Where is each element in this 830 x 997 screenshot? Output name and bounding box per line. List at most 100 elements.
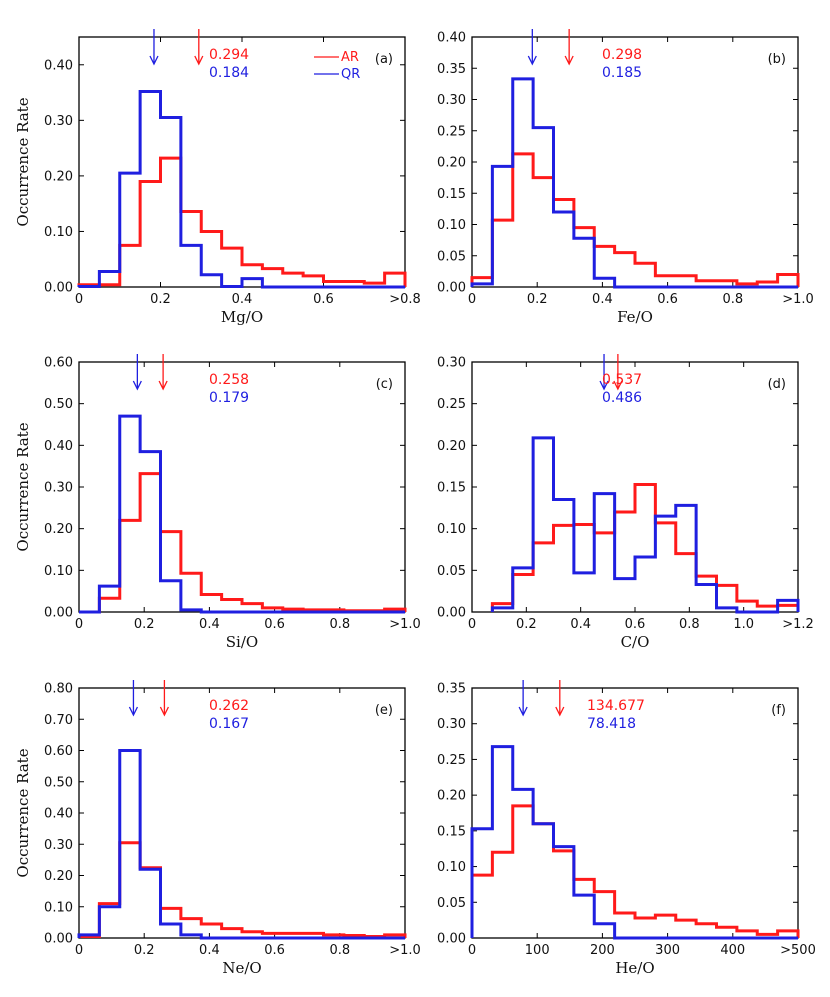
y-tick-label: 0.00 bbox=[437, 606, 466, 621]
mean-label-qr: 0.167 bbox=[209, 716, 249, 732]
x-tick-label: 200 bbox=[590, 943, 615, 958]
mean-label-ar: 0.294 bbox=[209, 47, 249, 63]
histogram-ar bbox=[77, 841, 407, 938]
arrow-head bbox=[555, 706, 565, 717]
mean-label-qr: 0.184 bbox=[209, 65, 249, 81]
y-tick-label: 0.25 bbox=[437, 753, 466, 768]
x-tick-label: 0 bbox=[468, 943, 476, 958]
x-tick-label: >1.0 bbox=[782, 292, 814, 307]
mean-arrow-ar bbox=[613, 354, 623, 391]
y-tick-label: 0.50 bbox=[44, 397, 73, 412]
y-tick-label: 0.00 bbox=[437, 281, 466, 296]
y-tick-label: 0.15 bbox=[437, 824, 466, 839]
histogram-ar bbox=[77, 156, 407, 287]
mean-label-qr: 78.418 bbox=[587, 716, 636, 732]
x-tick-label: 0.6 bbox=[625, 617, 646, 632]
x-tick-label: 0.4 bbox=[570, 617, 591, 632]
x-tick-label: 0.2 bbox=[134, 617, 155, 632]
y-tick-label: 0.30 bbox=[437, 717, 466, 732]
arrow-head bbox=[158, 380, 168, 391]
y-tick-label: 0.20 bbox=[44, 169, 73, 184]
y-tick-label: 0.25 bbox=[437, 397, 466, 412]
mean-arrow-qr bbox=[132, 354, 142, 391]
y-axis-label: Occurrence Rate bbox=[14, 97, 32, 226]
histogram-ar bbox=[470, 804, 800, 938]
y-tick-label: 0.20 bbox=[437, 789, 466, 804]
y-tick-label: 0.20 bbox=[437, 439, 466, 454]
x-tick-label: 0.2 bbox=[516, 617, 537, 632]
x-tick-label: >1.2 bbox=[782, 617, 814, 632]
mean-label-ar: 0.537 bbox=[602, 372, 642, 388]
panel-label: (d) bbox=[768, 377, 786, 392]
arrow-head bbox=[159, 706, 169, 717]
y-tick-label: 0.80 bbox=[44, 682, 73, 697]
arrow-head bbox=[613, 380, 623, 391]
panel-label: (a) bbox=[375, 52, 393, 67]
x-tick-label: 0.6 bbox=[264, 617, 285, 632]
y-tick-label: 0.10 bbox=[437, 860, 466, 875]
y-tick-label: 0.15 bbox=[437, 481, 466, 496]
x-tick-label: 100 bbox=[525, 943, 550, 958]
y-tick-label: 0.20 bbox=[437, 156, 466, 171]
panel-label: (e) bbox=[375, 703, 393, 718]
y-tick-label: 0.05 bbox=[437, 896, 466, 911]
x-tick-label: 0 bbox=[75, 943, 83, 958]
x-tick-label: >0.8 bbox=[389, 292, 421, 307]
arrow-head bbox=[518, 706, 528, 717]
histogram-qr bbox=[470, 77, 798, 289]
y-tick-label: 0.25 bbox=[437, 124, 466, 139]
y-tick-label: 0.35 bbox=[437, 62, 466, 77]
mean-arrow-ar bbox=[158, 354, 168, 391]
panel-e: 0.00 0.10 0.20 0.30 0.40 0.50 0.60 0.70 0.80 0 0.2… bbox=[14, 680, 421, 977]
y-axis-label: Occurrence Rate bbox=[14, 422, 32, 551]
x-axis-label: C/O bbox=[621, 633, 650, 651]
x-tick-label: >500 bbox=[780, 943, 816, 958]
histogram-qr bbox=[490, 436, 800, 614]
mean-arrow-qr bbox=[599, 354, 609, 391]
histogram-qr bbox=[79, 414, 405, 614]
legend-label-ar: AR bbox=[341, 50, 359, 65]
x-tick-label: 400 bbox=[720, 943, 745, 958]
mean-label-ar: 0.262 bbox=[209, 698, 249, 714]
panel-f: 0.00 0.05 0.10 0.15 0.20 0.25 0.30 0.35 0 100 200 3… bbox=[437, 680, 816, 977]
x-tick-label: 0.4 bbox=[199, 943, 220, 958]
x-axis-label: Ne/O bbox=[222, 959, 261, 977]
x-tick-label: 0.2 bbox=[527, 292, 548, 307]
x-tick-label: 0.4 bbox=[199, 617, 220, 632]
mean-arrow-qr bbox=[527, 29, 537, 66]
x-axis-label: Mg/O bbox=[221, 308, 263, 326]
y-tick-label: 0.10 bbox=[437, 218, 466, 233]
y-tick-label: 0.05 bbox=[437, 249, 466, 264]
y-tick-label: 0.30 bbox=[437, 356, 466, 371]
y-tick-label: 0.40 bbox=[44, 807, 73, 822]
y-tick-label: 0.40 bbox=[437, 31, 466, 46]
x-tick-label: 0.2 bbox=[150, 292, 171, 307]
x-tick-label: 0 bbox=[75, 617, 83, 632]
arrow-head bbox=[599, 380, 609, 391]
panel-a: 0.00 0.10 0.20 0.30 0.40 0 0.2 0.4 0.6 >0.8 Mg/O Oc… bbox=[14, 29, 421, 326]
x-tick-label: 0.4 bbox=[592, 292, 613, 307]
y-tick-label: 0.00 bbox=[44, 606, 73, 621]
y-tick-label: 0.00 bbox=[44, 281, 73, 296]
x-tick-label: 0.8 bbox=[329, 943, 350, 958]
y-tick-label: 0.40 bbox=[44, 58, 73, 73]
x-tick-label: 0 bbox=[468, 292, 476, 307]
x-tick-label: 0.6 bbox=[313, 292, 334, 307]
arrow-head bbox=[527, 55, 537, 66]
arrow-head bbox=[128, 706, 139, 717]
x-tick-label: 0.8 bbox=[679, 617, 700, 632]
panel-b: 0.00 0.05 0.10 0.15 0.20 0.25 0.30 0.35 0.40 0 0.2… bbox=[437, 29, 814, 326]
y-tick-label: 0.20 bbox=[44, 869, 73, 884]
y-tick-label: 0.10 bbox=[44, 225, 73, 240]
y-tick-label: 0.60 bbox=[44, 744, 73, 759]
histogram-qr bbox=[77, 749, 405, 940]
x-tick-label: 0.8 bbox=[722, 292, 743, 307]
y-tick-label: 0.20 bbox=[44, 522, 73, 537]
y-tick-label: 0.10 bbox=[44, 564, 73, 579]
panel-d: 0.00 0.05 0.10 0.15 0.20 0.25 0.30 0 0.2 0.4 0.6 0.… bbox=[437, 354, 814, 651]
x-tick-label: 1.0 bbox=[733, 617, 754, 632]
histogram-ar bbox=[79, 472, 407, 614]
y-tick-label: 0.00 bbox=[437, 932, 466, 947]
legend-label-qr: QR bbox=[341, 67, 360, 82]
y-tick-label: 0.00 bbox=[44, 932, 73, 947]
